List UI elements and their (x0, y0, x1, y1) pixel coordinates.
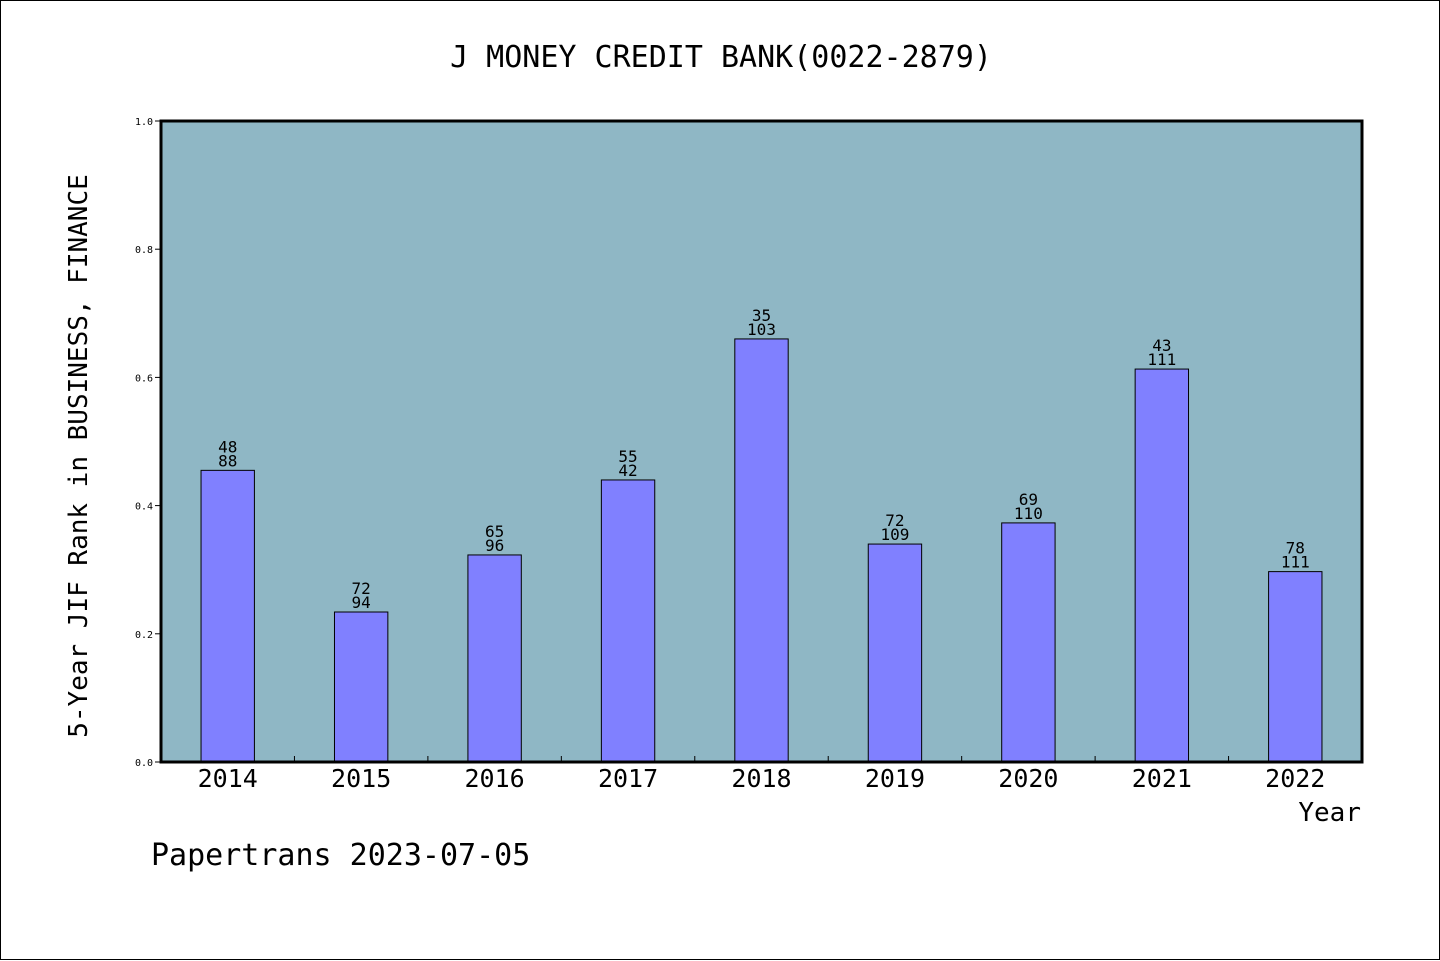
bar (467, 554, 522, 763)
x-axis: 2014 2015 2016 2017 2018 2019 2020 2021 2022 (198, 756, 1325, 793)
bar-label-rank: 78 (1286, 539, 1305, 558)
y-tick-label: 0.8 (135, 245, 153, 256)
bar-label-rank: 69 (1019, 490, 1038, 509)
x-tick-label: 2015 (331, 764, 391, 793)
bar (1134, 368, 1190, 763)
bar-label-rank: 72 (352, 579, 371, 598)
bar-label-rank: 65 (485, 522, 504, 541)
bar-label-rank: 43 (1152, 336, 1171, 355)
bar-label-rank: 72 (885, 511, 904, 530)
x-tick-label: 2022 (1265, 764, 1325, 793)
data-labels: 4888729465965542351037210969110431117811… (218, 306, 1310, 612)
bar-label-total: 94 (352, 593, 371, 612)
bar-label-total: 42 (618, 461, 637, 480)
bar-label-total: 111 (1147, 350, 1176, 369)
bar (1268, 571, 1323, 763)
x-tick-label: 2018 (731, 764, 791, 793)
x-tick-label: 2014 (198, 764, 258, 793)
bar-label-total: 96 (485, 536, 504, 555)
y-tick-label: 0.2 (135, 630, 153, 641)
bar-label-total: 110 (1014, 504, 1043, 523)
x-tick-label: 2021 (1132, 764, 1192, 793)
x-axis-label: Year (1298, 798, 1361, 828)
footer-text: Papertrans 2023-07-05 (151, 838, 530, 873)
bar-label-total: 88 (218, 451, 237, 470)
y-axis: 0.0 0.2 0.4 0.6 0.8 1.0 (135, 117, 161, 769)
bar (600, 479, 656, 763)
bars (200, 338, 1323, 763)
bar (333, 611, 389, 763)
bar-label-total: 109 (880, 525, 909, 544)
bar-label-rank: 48 (218, 437, 237, 456)
chart-title: J MONEY CREDIT BANK(0022-2879) (450, 40, 992, 75)
x-tick-label: 2020 (998, 764, 1058, 793)
x-tick-label: 2016 (465, 764, 525, 793)
y-tick-label: 0.6 (135, 373, 153, 384)
bar-label-total: 103 (747, 320, 776, 339)
y-tick-label: 0.4 (135, 502, 153, 513)
plot-border (159, 119, 1364, 764)
bar-label-rank: 55 (618, 447, 637, 466)
y-axis-label: 5-Year JIF Rank in BUSINESS, FINANCE (64, 174, 94, 738)
bar (200, 469, 255, 763)
bar (734, 338, 789, 763)
bar (867, 543, 923, 763)
y-tick-label: 0.0 (135, 758, 153, 769)
bar-label-rank: 35 (752, 306, 771, 325)
y-tick-label: 1.0 (135, 117, 153, 128)
x-tick-label: 2017 (598, 764, 658, 793)
bar (1001, 522, 1056, 763)
x-tick-label: 2019 (865, 764, 925, 793)
bar-label-total: 111 (1281, 553, 1310, 572)
